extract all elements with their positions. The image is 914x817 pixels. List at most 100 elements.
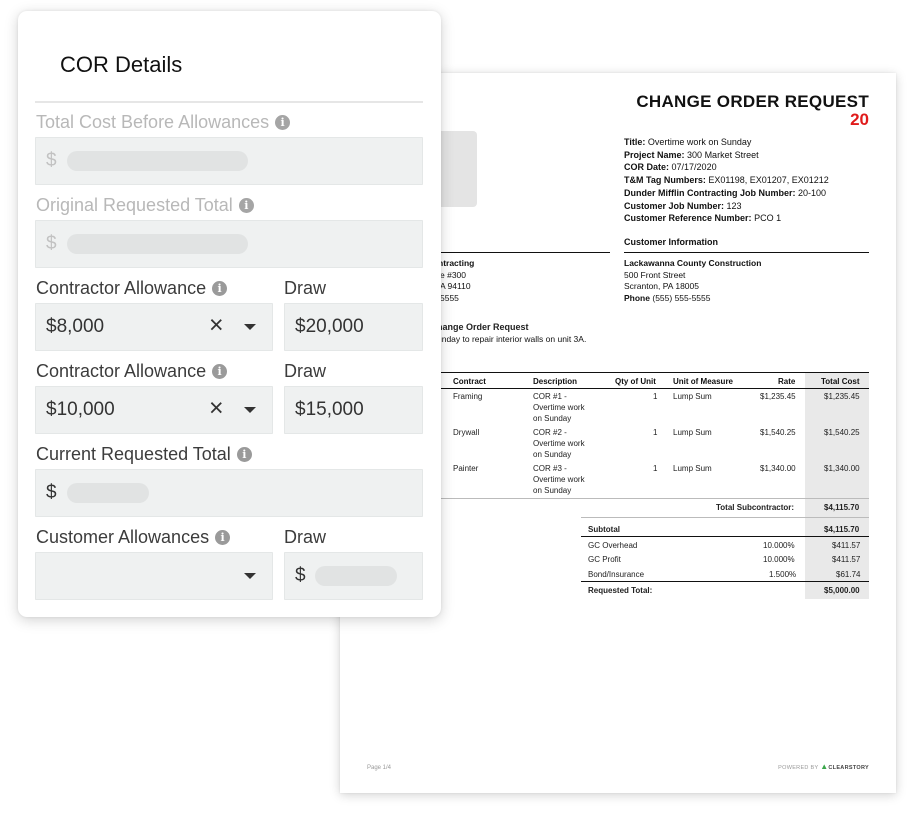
info-icon[interactable]: i <box>212 364 228 379</box>
value-placeholder <box>67 234 248 254</box>
contractor-allowance-label: Contractor Allowance i <box>36 278 228 299</box>
info-icon[interactable]: i <box>238 198 254 213</box>
original-total-field[interactable]: $ <box>35 220 423 268</box>
divider <box>624 252 869 253</box>
cell-description: COR #1 - Overtime work on Sunday <box>533 392 585 423</box>
summary-label: Subtotal <box>588 525 620 534</box>
summary-rule <box>581 581 869 582</box>
total-column-shade <box>805 372 869 599</box>
customer-phone: Phone (555) 555-5555 <box>624 292 711 303</box>
contractor-allowance-select[interactable]: $10,000 × <box>35 386 273 434</box>
cell-uom: Lump Sum <box>673 428 712 437</box>
chevron-down-icon[interactable] <box>244 407 256 413</box>
meta-row: Dunder Mifflin Contracting Job Number: 2… <box>624 187 827 198</box>
info-icon[interactable]: i <box>212 281 228 296</box>
customer-address-2: Scranton, PA 18005 <box>624 281 699 291</box>
cell-description: COR #2 - Overtime work on Sunday <box>533 428 585 459</box>
value-placeholder <box>67 151 248 171</box>
col-header-contract: Contract <box>453 377 486 386</box>
document-number: 20 <box>850 110 869 129</box>
subcontractor-total: $4,115.70 <box>824 503 860 512</box>
info-icon[interactable]: i <box>215 530 231 545</box>
contractor-phone: 5555 <box>440 292 459 303</box>
cell-contract: Framing <box>453 392 483 401</box>
document-meta: Title: Overtime work on Sunday Project N… <box>624 136 829 225</box>
contractor-address-1: e #300 <box>440 269 466 280</box>
card-title: COR Details <box>60 52 183 77</box>
table-header-rule <box>426 388 869 389</box>
clear-icon[interactable]: × <box>209 394 224 422</box>
cor-details-card: COR Details Total Cost Before Allowances… <box>18 11 441 617</box>
meta-row: Customer Job Number: 123 <box>624 200 742 211</box>
info-icon[interactable]: i <box>275 115 291 130</box>
col-header-rate: Rate <box>778 377 796 386</box>
currency-symbol: $ <box>46 233 57 254</box>
draw-value: $15,000 <box>295 399 364 420</box>
cell-contract: Drywall <box>453 428 480 437</box>
summary-pct: 10.000% <box>763 541 795 550</box>
col-header-qty: Qty of Unit <box>615 377 656 386</box>
summary-label: GC Overhead <box>588 541 638 550</box>
powered-by: POWERED BY ▲CLEARSTORY <box>778 762 869 771</box>
customer-allowances-select[interactable] <box>35 552 273 600</box>
draw-input[interactable]: $20,000 <box>284 303 423 351</box>
draw-input[interactable]: $15,000 <box>284 386 423 434</box>
col-header-description: Description <box>533 377 578 386</box>
chevron-down-icon[interactable] <box>244 324 256 330</box>
currency-symbol: $ <box>46 150 57 171</box>
col-header-total: Total Cost <box>821 377 860 386</box>
total-cost-field[interactable]: $ <box>35 137 423 185</box>
meta-row: Title: Overtime work on Sunday <box>624 137 752 147</box>
summary-amount: $411.57 <box>832 541 861 550</box>
customer-draw-input[interactable]: $ <box>284 552 423 600</box>
summary-top-rule <box>581 517 869 518</box>
meta-row: Customer Reference Number: PCO 1 <box>624 213 782 224</box>
customer-address-1: 500 Front Street <box>624 269 686 280</box>
summary-amount: $5,000.00 <box>824 586 860 595</box>
summary-label: GC Profit <box>588 555 621 564</box>
table-top-rule <box>426 372 869 373</box>
draw-label: Draw <box>284 527 327 547</box>
cell-total: $1,235.45 <box>824 392 860 401</box>
total-cost-label: Total Cost Before Allowances i <box>36 112 291 133</box>
contractor-address-2: A 94110 <box>440 281 471 291</box>
meta-row: COR Date: 07/17/2020 <box>624 162 717 173</box>
current-total-field[interactable]: $ <box>35 469 423 517</box>
customer-info-heading: Customer Information <box>624 237 719 247</box>
cell-uom: Lump Sum <box>673 464 712 473</box>
value-placeholder <box>315 566 397 586</box>
cell-description: COR #3 - Overtime work on Sunday <box>533 464 585 495</box>
page-indicator: Page 1/4 <box>367 765 392 771</box>
original-total-label: Original Requested Total i <box>36 195 254 216</box>
cell-qty: 1 <box>653 464 658 473</box>
value-placeholder <box>67 483 149 503</box>
summary-label: Bond/Insurance <box>588 570 645 579</box>
cell-total: $1,340.00 <box>824 464 860 473</box>
customer-name: Lackawanna County Construction <box>624 258 762 268</box>
cell-uom: Lump Sum <box>673 392 712 401</box>
col-header-uom: Unit of Measure <box>673 377 734 386</box>
contractor-allowance-label: Contractor Allowance i <box>36 361 228 382</box>
current-total-label: Current Requested Total i <box>36 444 252 465</box>
cell-rate: $1,235.45 <box>760 392 796 401</box>
document-title: CHANGE ORDER REQUEST <box>636 92 869 111</box>
cell-rate: $1,340.00 <box>760 464 796 473</box>
cell-contract: Painter <box>453 464 479 473</box>
contractor-name: ntracting <box>438 258 475 268</box>
selected-value: $8,000 <box>46 316 105 337</box>
draw-label: Draw <box>284 361 327 381</box>
cor-description: unday to repair interior walls on unit 3… <box>437 334 587 344</box>
divider <box>35 101 423 103</box>
clear-icon[interactable]: × <box>209 311 224 339</box>
info-icon[interactable]: i <box>236 447 252 462</box>
summary-rule <box>581 536 869 537</box>
contractor-allowance-select[interactable]: $8,000 × <box>35 303 273 351</box>
chevron-down-icon[interactable] <box>244 573 256 579</box>
currency-symbol: $ <box>295 565 306 586</box>
subcontractor-label: Total Subcontractor: <box>716 503 795 512</box>
divider <box>427 252 610 253</box>
cell-qty: 1 <box>653 428 658 437</box>
cell-qty: 1 <box>653 392 658 401</box>
customer-block: Lackawanna County Construction 500 Front… <box>624 258 761 304</box>
summary-amount: $61.74 <box>836 570 861 579</box>
